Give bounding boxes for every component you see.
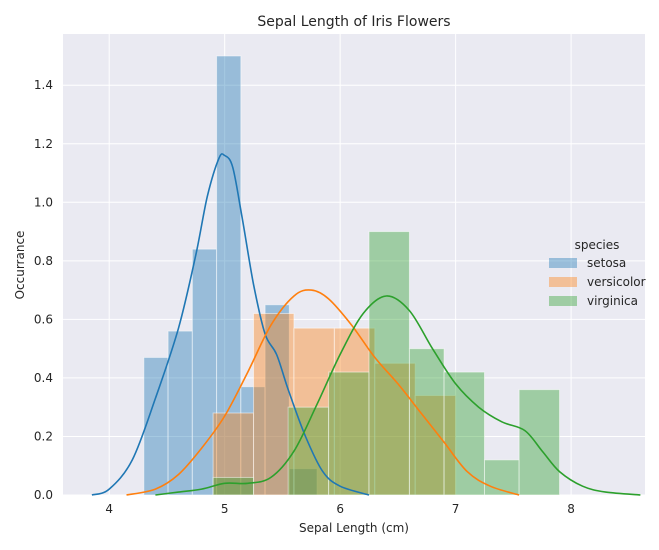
- x-tick-label: 8: [567, 502, 575, 516]
- y-tick-label: 1.4: [34, 78, 53, 92]
- legend-swatch-versicolor: [549, 277, 577, 287]
- y-tick-label: 1.2: [34, 137, 53, 151]
- kde-line-versicolor: [126, 289, 520, 496]
- histogram-bar-versicolor: [414, 394, 457, 496]
- histogram-bar-virginica: [328, 371, 370, 496]
- histogram-bar-virginica: [368, 231, 410, 496]
- histogram-bar-virginica: [443, 371, 485, 496]
- x-tick-label: 6: [336, 502, 344, 516]
- y-tick-label: 0.6: [34, 312, 53, 326]
- x-tick-labels: 4 5 6 7 8: [105, 502, 575, 516]
- x-tick-label: 7: [452, 502, 460, 516]
- histogram-bar-setosa: [264, 304, 290, 496]
- y-tick-label: 1.0: [34, 195, 53, 209]
- histogram-bar-versicolor: [253, 313, 295, 496]
- histogram-bar-setosa: [143, 356, 169, 496]
- chart-title: Sepal Length of Iris Flowers: [257, 14, 450, 30]
- y-tick-labels: 0.0 0.2 0.4 0.6 0.8 1.0 1.2 1.4: [34, 78, 53, 502]
- y-tick-label: 0.0: [34, 488, 53, 502]
- legend-title: species: [575, 238, 620, 252]
- legend-label-virginica: virginica: [587, 294, 638, 308]
- histogram-bar-setosa: [167, 330, 193, 496]
- histogram-bar-virginica: [408, 348, 445, 496]
- y-axis-label: Occurrance: [13, 231, 27, 300]
- x-tick-label: 4: [105, 502, 113, 516]
- histogram-bar-versicolor: [333, 327, 376, 496]
- histogram-bar-virginica: [212, 476, 255, 496]
- legend: species setosa versicolor virginica: [549, 238, 646, 308]
- grid-lines: [63, 34, 645, 496]
- x-axis-label: Sepal Length (cm): [299, 521, 409, 535]
- kde-curves: [91, 153, 641, 496]
- kde-line-virginica: [155, 295, 641, 496]
- y-tick-label: 0.2: [34, 429, 53, 443]
- y-tick-label: 0.8: [34, 254, 53, 268]
- plot-background: [63, 34, 645, 495]
- histogram-bar-versicolor: [374, 362, 416, 496]
- legend-label-setosa: setosa: [587, 256, 626, 270]
- y-tick-label: 0.4: [34, 371, 53, 385]
- histogram-bar-virginica: [518, 389, 561, 496]
- legend-swatch-virginica: [549, 296, 577, 306]
- legend-label-versicolor: versicolor: [587, 275, 646, 289]
- histogram-bars: [143, 55, 561, 496]
- legend-swatch-setosa: [549, 258, 577, 268]
- kde-line-setosa: [91, 153, 370, 496]
- x-tick-label: 5: [221, 502, 229, 516]
